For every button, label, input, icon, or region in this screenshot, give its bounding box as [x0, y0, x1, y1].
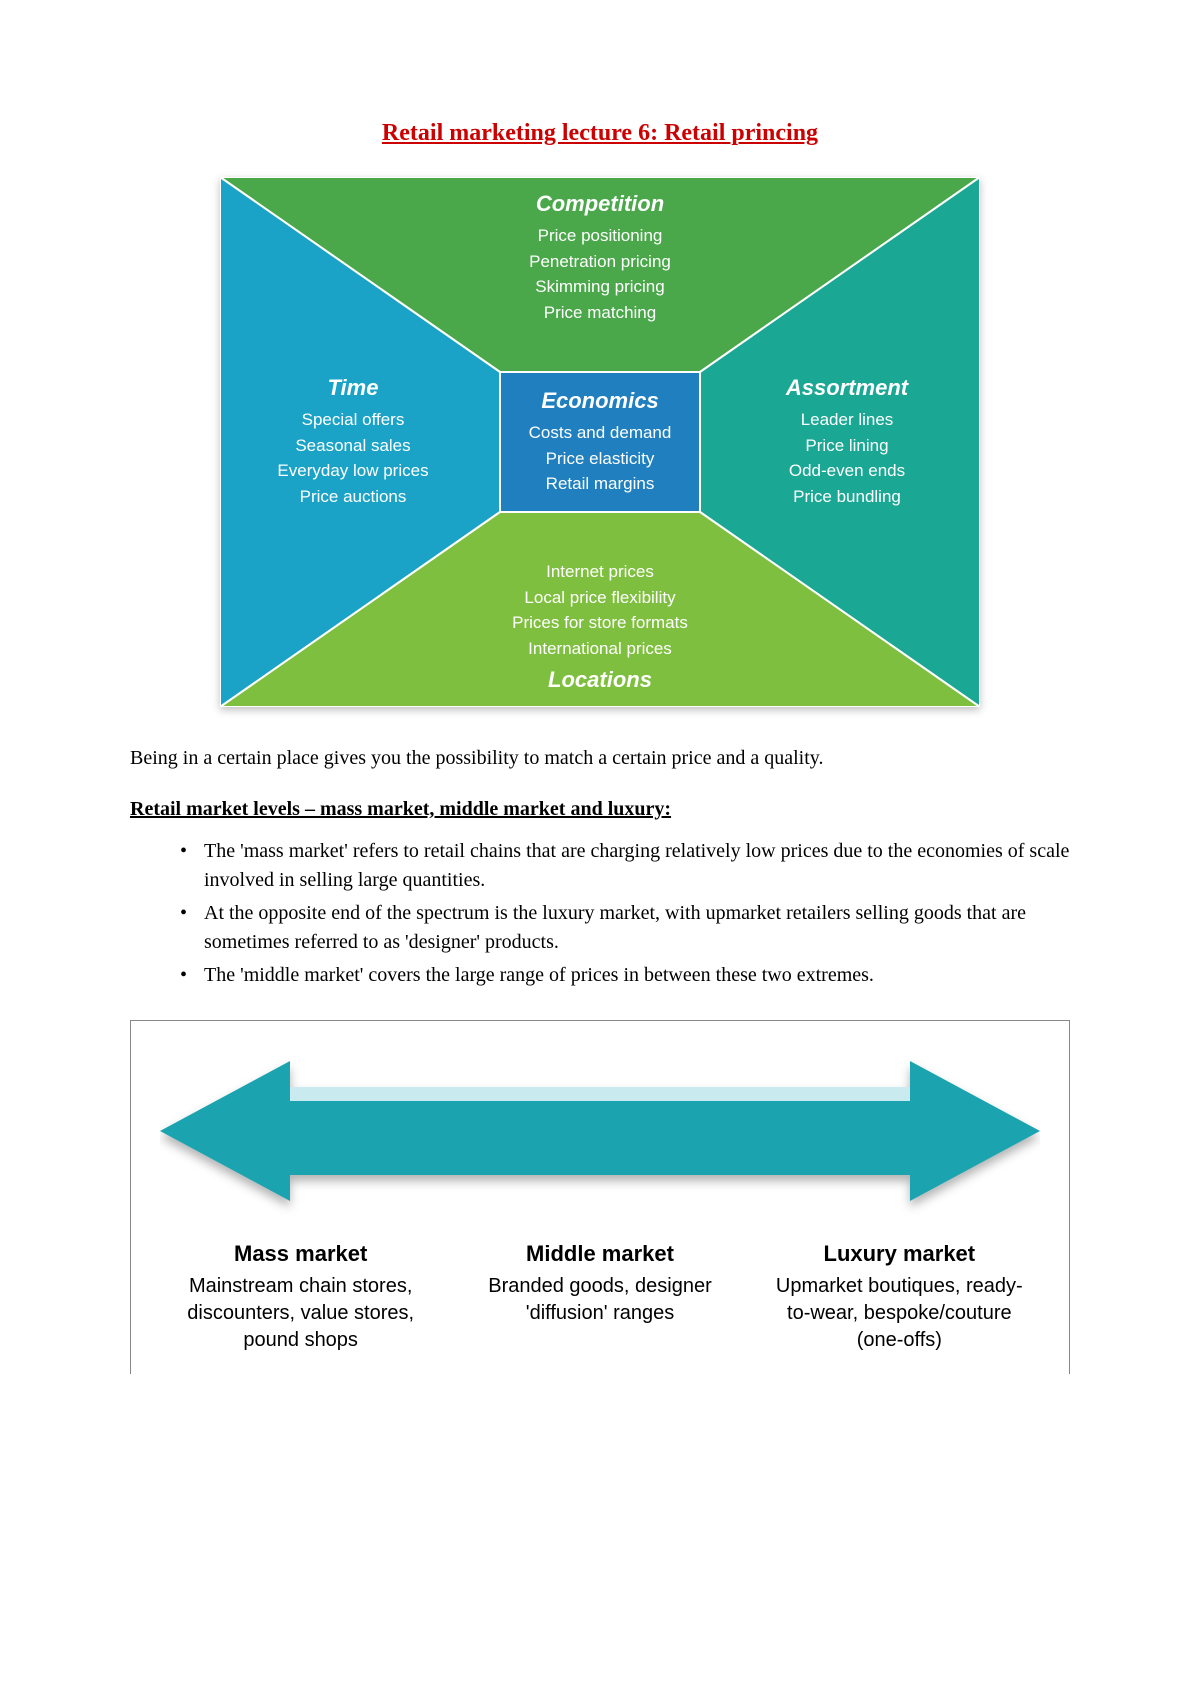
panel-line: Price bundling: [793, 484, 901, 510]
market-middle: Middle market Branded goods, designer 'd…: [465, 1241, 734, 1354]
list-item: At the opposite end of the spectrum is t…: [180, 899, 1070, 957]
panel-line: Seasonal sales: [295, 433, 410, 459]
panel-line: Costs and demand: [529, 420, 672, 446]
panel-line: Internet prices: [546, 559, 654, 585]
panel-line: International prices: [528, 636, 672, 662]
panel-header: Assortment: [786, 375, 908, 401]
market-luxury: Luxury market Upmarket boutiques, ready-…: [765, 1241, 1034, 1354]
market-header: Luxury market: [765, 1241, 1034, 1267]
panel-header: Time: [328, 375, 379, 401]
double-arrow-icon: [160, 1051, 1040, 1221]
market-desc: Upmarket boutiques, ready-to-wear, bespo…: [765, 1273, 1034, 1354]
market-mass: Mass market Mainstream chain stores, dis…: [166, 1241, 435, 1354]
panel-line: Leader lines: [801, 407, 894, 433]
panel-line: Price lining: [805, 433, 888, 459]
panel-assortment: Assortment Leader lines Price lining Odd…: [732, 375, 962, 509]
panel-locations: Internet prices Local price flexibility …: [440, 559, 760, 693]
market-levels-list: The 'mass market' refers to retail chain…: [130, 837, 1070, 990]
panel-economics: Economics Costs and demand Price elastic…: [490, 388, 710, 497]
market-desc: Branded goods, designer 'diffusion' rang…: [465, 1273, 734, 1327]
panel-line: Prices for store formats: [512, 610, 688, 636]
panel-line: Price matching: [544, 300, 656, 326]
page-title: Retail marketing lecture 6: Retail princ…: [130, 120, 1070, 147]
subheading: Retail market levels – mass market, midd…: [130, 798, 1070, 821]
market-header: Mass market: [166, 1241, 435, 1267]
panel-line: Retail margins: [546, 471, 655, 497]
panel-competition: Competition Price positioning Penetratio…: [450, 191, 750, 325]
list-item: The 'mass market' refers to retail chain…: [180, 837, 1070, 895]
panel-line: Local price flexibility: [524, 585, 675, 611]
market-header: Middle market: [465, 1241, 734, 1267]
market-desc: Mainstream chain stores, discounters, va…: [166, 1273, 435, 1354]
panel-line: Odd-even ends: [789, 458, 905, 484]
list-item: The 'middle market' covers the large ran…: [180, 961, 1070, 990]
panel-line: Skimming pricing: [535, 274, 664, 300]
panel-header: Competition: [536, 191, 664, 217]
panel-line: Penetration pricing: [529, 249, 671, 275]
panel-line: Price positioning: [538, 223, 663, 249]
panel-header: Locations: [548, 667, 652, 693]
intro-paragraph: Being in a certain place gives you the p…: [130, 747, 1070, 770]
panel-time: Time Special offers Seasonal sales Every…: [238, 375, 468, 509]
pricing-diagram: Competition Price positioning Penetratio…: [220, 177, 980, 707]
panel-line: Price auctions: [300, 484, 407, 510]
panel-line: Price elasticity: [546, 445, 655, 471]
panel-line: Special offers: [302, 407, 405, 433]
panel-line: Everyday low prices: [277, 458, 428, 484]
panel-header: Economics: [541, 388, 658, 414]
market-spectrum-diagram: Mass market Mainstream chain stores, dis…: [130, 1020, 1070, 1374]
